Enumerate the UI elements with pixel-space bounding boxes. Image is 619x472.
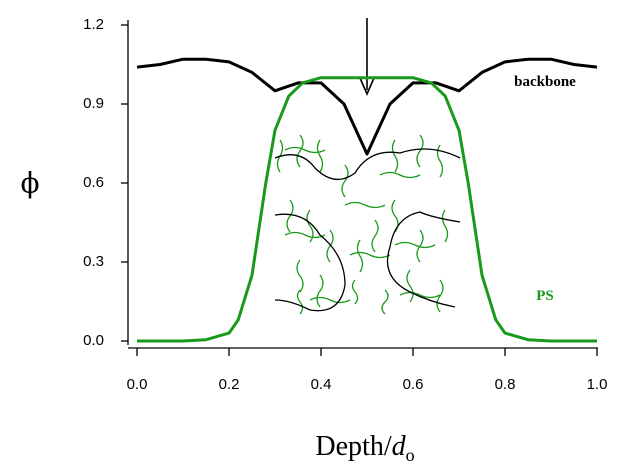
y-tick-label: 0.0 xyxy=(83,332,104,349)
x-label-text: Depth/ xyxy=(315,431,391,462)
x-tick-label: 0.0 xyxy=(127,376,148,393)
x-tick-label: 0.6 xyxy=(403,376,424,393)
y-tick-label: 0.9 xyxy=(83,95,104,112)
series-line xyxy=(136,57,598,156)
annotation: PS xyxy=(536,288,554,304)
y-tick-label: 0.3 xyxy=(83,253,104,270)
x-axis-label: Depth/do xyxy=(315,431,414,465)
y-axis-label: ϕ xyxy=(20,167,39,200)
polymer-illustration xyxy=(274,18,461,315)
series-line xyxy=(137,76,597,343)
annotation: backbone xyxy=(514,74,576,90)
x-tick-label: 0.2 xyxy=(219,376,240,393)
x-label-sub: o xyxy=(406,445,415,465)
y-tick-label: 0.6 xyxy=(83,174,104,191)
x-label-var: d xyxy=(392,431,407,462)
x-tick-label: 0.8 xyxy=(495,376,516,393)
y-tick-label: 1.2 xyxy=(83,16,104,33)
x-tick-label: 1.0 xyxy=(587,376,608,393)
x-tick-label: 0.4 xyxy=(311,376,332,393)
